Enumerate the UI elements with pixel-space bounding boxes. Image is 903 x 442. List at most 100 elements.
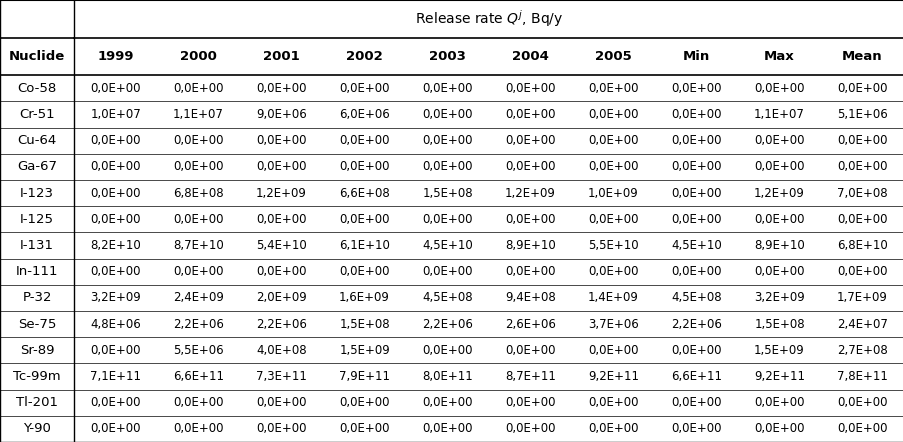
Text: Ga-67: Ga-67 <box>17 160 57 173</box>
Text: 0,0E+00: 0,0E+00 <box>588 108 638 121</box>
Text: 0,0E+00: 0,0E+00 <box>753 265 804 278</box>
Text: 0,0E+00: 0,0E+00 <box>339 134 389 147</box>
Text: 0,0E+00: 0,0E+00 <box>836 423 887 435</box>
Text: 4,5E+10: 4,5E+10 <box>422 239 472 252</box>
Text: 6,1E+10: 6,1E+10 <box>339 239 389 252</box>
Text: 0,0E+00: 0,0E+00 <box>753 82 804 95</box>
Text: 2001: 2001 <box>263 50 300 63</box>
Text: 0,0E+00: 0,0E+00 <box>753 213 804 226</box>
Text: 0,0E+00: 0,0E+00 <box>90 82 141 95</box>
Text: 2003: 2003 <box>429 50 465 63</box>
Text: 0,0E+00: 0,0E+00 <box>173 82 224 95</box>
Text: 0,0E+00: 0,0E+00 <box>505 396 555 409</box>
Text: 1,7E+09: 1,7E+09 <box>836 291 887 305</box>
Text: 0,0E+00: 0,0E+00 <box>422 344 472 357</box>
Text: 1,5E+08: 1,5E+08 <box>753 318 804 331</box>
Text: Y-90: Y-90 <box>23 423 51 435</box>
Text: 0,0E+00: 0,0E+00 <box>753 134 804 147</box>
Text: 2,4E+07: 2,4E+07 <box>836 318 887 331</box>
Text: In-111: In-111 <box>15 265 59 278</box>
Text: 2002: 2002 <box>346 50 383 63</box>
Text: 6,6E+11: 6,6E+11 <box>670 370 721 383</box>
Text: 0,0E+00: 0,0E+00 <box>422 423 472 435</box>
Text: 0,0E+00: 0,0E+00 <box>836 160 887 173</box>
Text: 0,0E+00: 0,0E+00 <box>90 160 141 173</box>
Text: 6,6E+11: 6,6E+11 <box>172 370 224 383</box>
Text: 0,0E+00: 0,0E+00 <box>836 134 887 147</box>
Text: 5,4E+10: 5,4E+10 <box>256 239 307 252</box>
Text: Nuclide: Nuclide <box>9 50 65 63</box>
Text: 5,5E+06: 5,5E+06 <box>173 344 224 357</box>
Text: 4,5E+08: 4,5E+08 <box>670 291 721 305</box>
Text: 0,0E+00: 0,0E+00 <box>90 396 141 409</box>
Text: 0,0E+00: 0,0E+00 <box>422 134 472 147</box>
Text: 0,0E+00: 0,0E+00 <box>256 423 306 435</box>
Text: 0,0E+00: 0,0E+00 <box>671 160 721 173</box>
Text: 1,2E+09: 1,2E+09 <box>256 187 307 199</box>
Text: 7,1E+11: 7,1E+11 <box>90 370 141 383</box>
Text: Co-58: Co-58 <box>17 82 57 95</box>
Text: 0,0E+00: 0,0E+00 <box>90 213 141 226</box>
Text: 1,0E+09: 1,0E+09 <box>588 187 638 199</box>
Text: 0,0E+00: 0,0E+00 <box>256 82 306 95</box>
Text: 0,0E+00: 0,0E+00 <box>505 160 555 173</box>
Text: 2,2E+06: 2,2E+06 <box>256 318 307 331</box>
Text: 9,2E+11: 9,2E+11 <box>753 370 805 383</box>
Text: 0,0E+00: 0,0E+00 <box>339 213 389 226</box>
Text: 0,0E+00: 0,0E+00 <box>339 160 389 173</box>
Text: 3,7E+06: 3,7E+06 <box>588 318 638 331</box>
Text: 2,0E+09: 2,0E+09 <box>256 291 307 305</box>
Text: 1,2E+09: 1,2E+09 <box>505 187 555 199</box>
Text: 2,6E+06: 2,6E+06 <box>505 318 555 331</box>
Text: Min: Min <box>682 50 710 63</box>
Text: 1,1E+07: 1,1E+07 <box>173 108 224 121</box>
Text: Mean: Mean <box>842 50 882 63</box>
Text: 0,0E+00: 0,0E+00 <box>671 423 721 435</box>
Text: 6,8E+08: 6,8E+08 <box>173 187 224 199</box>
Text: 3,2E+09: 3,2E+09 <box>90 291 141 305</box>
Text: 3,2E+09: 3,2E+09 <box>753 291 804 305</box>
Text: 0,0E+00: 0,0E+00 <box>505 108 555 121</box>
Text: 0,0E+00: 0,0E+00 <box>671 265 721 278</box>
Text: 0,0E+00: 0,0E+00 <box>90 423 141 435</box>
Text: 0,0E+00: 0,0E+00 <box>836 82 887 95</box>
Text: 0,0E+00: 0,0E+00 <box>588 396 638 409</box>
Text: 0,0E+00: 0,0E+00 <box>505 134 555 147</box>
Text: 0,0E+00: 0,0E+00 <box>422 265 472 278</box>
Text: 0,0E+00: 0,0E+00 <box>173 423 224 435</box>
Text: 9,4E+08: 9,4E+08 <box>505 291 555 305</box>
Text: 2,4E+09: 2,4E+09 <box>173 291 224 305</box>
Text: 1,5E+08: 1,5E+08 <box>422 187 472 199</box>
Text: 0,0E+00: 0,0E+00 <box>753 160 804 173</box>
Text: 0,0E+00: 0,0E+00 <box>422 213 472 226</box>
Text: 0,0E+00: 0,0E+00 <box>339 82 389 95</box>
Text: 0,0E+00: 0,0E+00 <box>173 134 224 147</box>
Text: 5,1E+06: 5,1E+06 <box>836 108 887 121</box>
Text: 0,0E+00: 0,0E+00 <box>173 160 224 173</box>
Text: 7,3E+11: 7,3E+11 <box>256 370 307 383</box>
Text: 0,0E+00: 0,0E+00 <box>588 423 638 435</box>
Text: 0,0E+00: 0,0E+00 <box>505 265 555 278</box>
Text: 0,0E+00: 0,0E+00 <box>836 265 887 278</box>
Text: 0,0E+00: 0,0E+00 <box>671 213 721 226</box>
Text: 0,0E+00: 0,0E+00 <box>836 396 887 409</box>
Text: 8,9E+10: 8,9E+10 <box>753 239 804 252</box>
Text: 0,0E+00: 0,0E+00 <box>753 396 804 409</box>
Text: 0,0E+00: 0,0E+00 <box>671 344 721 357</box>
Text: 0,0E+00: 0,0E+00 <box>671 134 721 147</box>
Text: 2,7E+08: 2,7E+08 <box>836 344 887 357</box>
Text: 4,5E+08: 4,5E+08 <box>422 291 472 305</box>
Text: 1,1E+07: 1,1E+07 <box>753 108 804 121</box>
Text: 0,0E+00: 0,0E+00 <box>173 213 224 226</box>
Text: 0,0E+00: 0,0E+00 <box>339 265 389 278</box>
Text: 0,0E+00: 0,0E+00 <box>505 213 555 226</box>
Text: I-125: I-125 <box>20 213 54 226</box>
Text: 8,7E+11: 8,7E+11 <box>505 370 555 383</box>
Text: 0,0E+00: 0,0E+00 <box>339 423 389 435</box>
Text: Se-75: Se-75 <box>18 318 56 331</box>
Text: 0,0E+00: 0,0E+00 <box>90 187 141 199</box>
Text: Cu-64: Cu-64 <box>17 134 57 147</box>
Text: 8,7E+10: 8,7E+10 <box>173 239 224 252</box>
Text: 0,0E+00: 0,0E+00 <box>588 213 638 226</box>
Text: 0,0E+00: 0,0E+00 <box>671 396 721 409</box>
